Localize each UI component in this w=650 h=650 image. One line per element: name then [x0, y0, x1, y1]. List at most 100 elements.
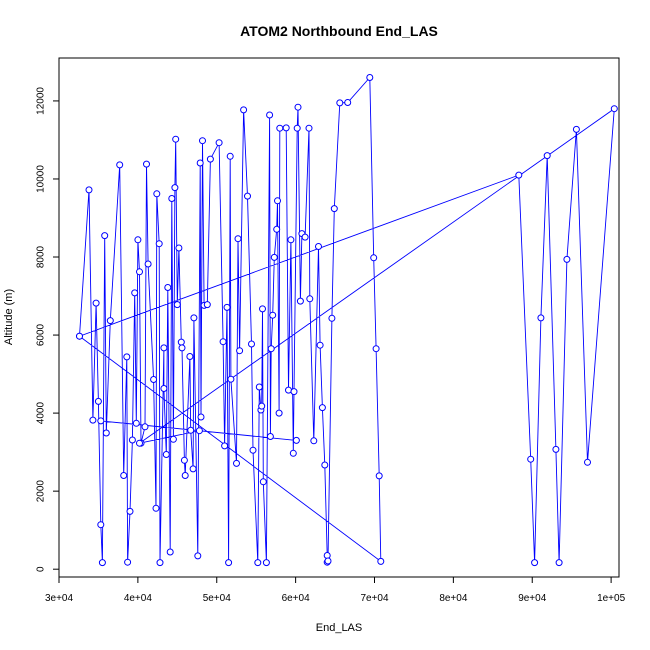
y-tick-label: 2000 — [36, 480, 47, 503]
data-point — [98, 559, 106, 567]
data-point — [76, 332, 83, 340]
data-point — [126, 507, 134, 515]
x-tick-label: 6e+04 — [282, 593, 311, 604]
x-tick-label: 4e+04 — [124, 593, 153, 604]
data-point — [537, 314, 545, 322]
y-axis-label: Altitude (m) — [3, 289, 15, 345]
data-point — [336, 99, 344, 107]
y-tick-label: 10000 — [36, 165, 47, 193]
data-point — [144, 260, 152, 268]
data-point — [89, 416, 97, 424]
y-tick-label: 8000 — [36, 245, 47, 268]
data-point — [266, 111, 274, 119]
data-point — [273, 225, 281, 233]
data-point — [259, 305, 266, 313]
data-point — [206, 155, 214, 163]
data-point — [282, 124, 290, 132]
data-point — [240, 106, 248, 114]
data-point — [128, 436, 136, 444]
series-layer — [76, 74, 618, 567]
data-point — [306, 295, 314, 303]
x-axis-label: End_LAS — [316, 622, 362, 634]
data-point — [527, 455, 535, 463]
data-point — [328, 314, 336, 322]
data-point — [102, 429, 110, 437]
data-point — [316, 341, 324, 349]
data-point — [330, 205, 338, 213]
data-point — [150, 376, 158, 383]
data-point — [366, 74, 374, 81]
data-point — [160, 385, 168, 392]
data-point — [324, 557, 332, 565]
data-point — [153, 190, 161, 198]
data-point — [175, 244, 183, 252]
data-point — [197, 413, 205, 421]
data-point — [164, 284, 172, 291]
x-tick-label: 5e+04 — [203, 593, 232, 604]
data-point — [233, 459, 240, 467]
data-point — [236, 347, 244, 355]
data-point — [186, 353, 194, 360]
data-point — [195, 427, 203, 435]
data-point — [294, 103, 302, 111]
data-point — [287, 236, 295, 244]
data-point — [377, 557, 385, 565]
data-point — [160, 344, 168, 352]
plot-frame — [58, 57, 620, 578]
data-point — [255, 383, 263, 391]
data-point — [292, 436, 300, 444]
data-point — [293, 124, 301, 132]
data-point — [315, 243, 322, 250]
data-point — [132, 419, 140, 427]
x-tick-label: 8e+04 — [439, 593, 468, 604]
data-point — [258, 402, 266, 410]
x-tick-label: 7e+04 — [360, 593, 389, 604]
data-point — [276, 124, 284, 132]
data-point — [181, 472, 189, 479]
data-point — [168, 195, 176, 202]
data-point — [85, 186, 93, 194]
data-point — [106, 317, 114, 325]
data-point — [301, 233, 309, 241]
data-point — [267, 345, 275, 353]
data-point — [199, 137, 206, 145]
data-point — [321, 461, 329, 469]
data-point — [171, 184, 179, 192]
data-point — [136, 268, 143, 276]
x-tick-label: 3e+04 — [45, 593, 74, 604]
y-tick-label: 4000 — [36, 402, 47, 425]
data-point — [515, 171, 523, 179]
data-point — [172, 135, 180, 143]
data-point — [124, 558, 132, 566]
data-point — [173, 301, 181, 309]
data-point — [136, 439, 143, 447]
data-point — [143, 160, 150, 168]
data-point — [219, 338, 227, 346]
data-point — [555, 559, 563, 567]
data-point — [101, 232, 109, 240]
data-point — [610, 105, 618, 113]
data-point — [234, 235, 242, 243]
data-point — [225, 559, 233, 567]
data-point — [226, 152, 234, 160]
chart-title: ATOM2 Northbound End_LAS — [240, 23, 438, 39]
data-point — [305, 124, 313, 132]
data-point — [254, 559, 262, 567]
data-point — [169, 435, 177, 443]
data-point — [97, 521, 105, 529]
data-point — [223, 303, 231, 311]
x-tick-label: 1e+05 — [597, 593, 626, 604]
data-point — [131, 289, 139, 297]
data-point — [372, 345, 380, 353]
data-point — [194, 552, 202, 560]
data-point — [552, 445, 560, 453]
data-point — [152, 504, 160, 512]
data-point — [97, 417, 105, 425]
data-point — [244, 192, 251, 200]
data-point — [318, 404, 326, 412]
data-point — [162, 451, 170, 458]
data-point — [531, 559, 539, 567]
data-point — [563, 255, 571, 263]
data-point — [116, 161, 124, 169]
